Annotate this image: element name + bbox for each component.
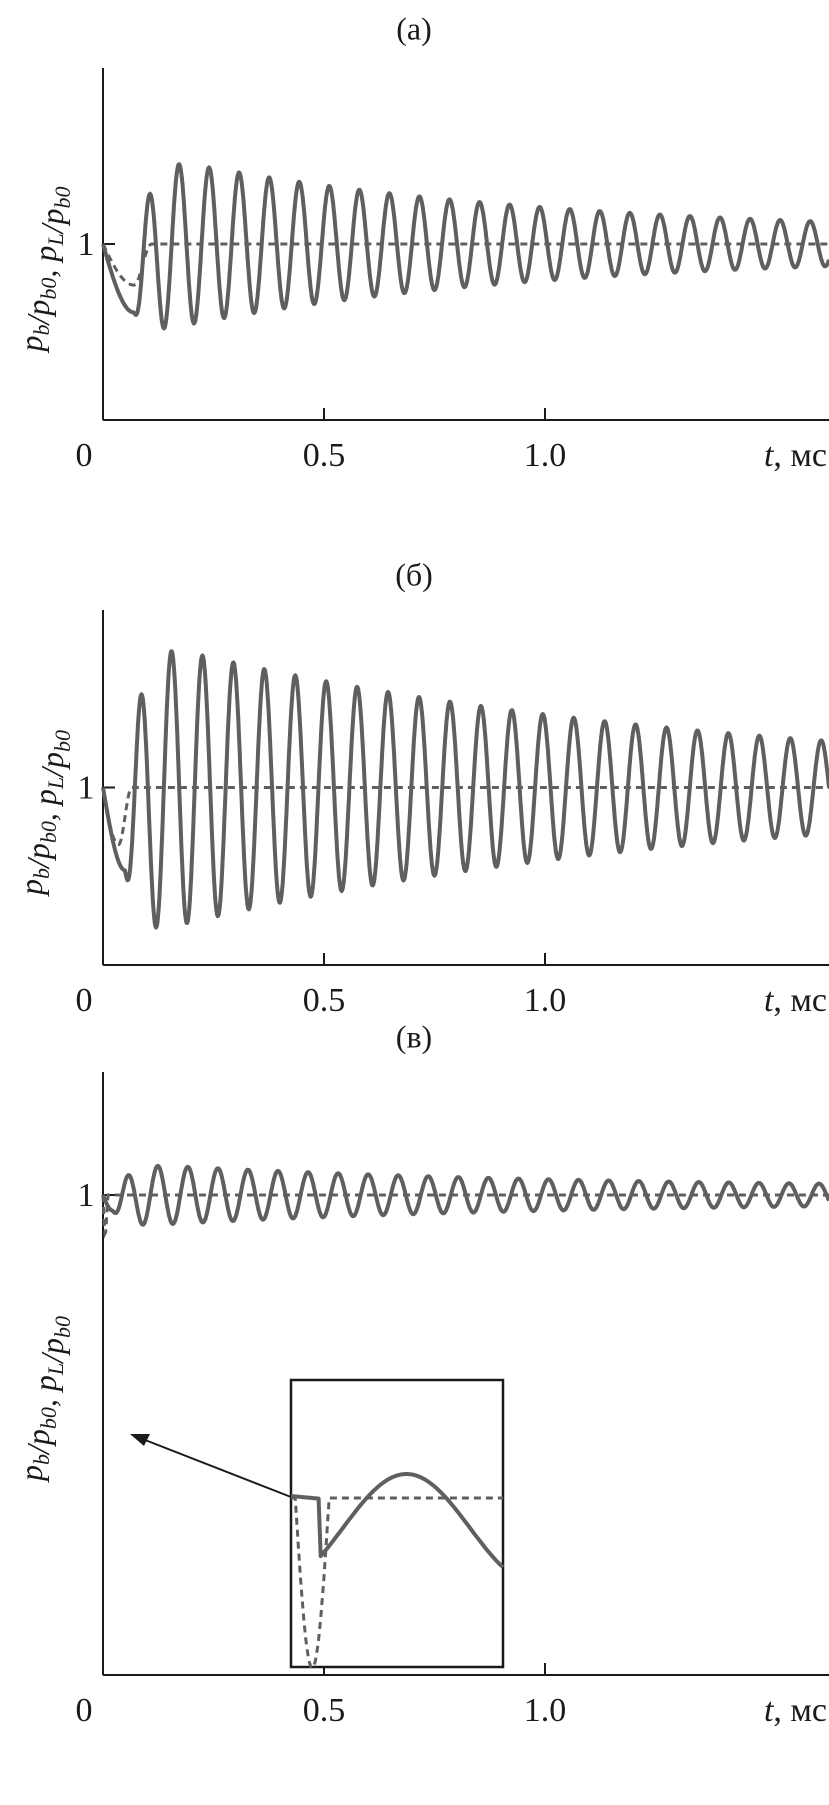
x-tick-label: 0.5 (303, 982, 346, 1019)
panel-label: (б) (395, 556, 433, 592)
inset-arrowhead (130, 1434, 150, 1446)
inset-series-dashed (291, 1496, 503, 1670)
x-tick-label: 0.5 (303, 437, 346, 474)
inset-series-solid (290, 1472, 505, 1569)
inset (130, 1378, 505, 1670)
x-tick-label: 1.0 (524, 1692, 567, 1729)
chart-panel-2: (б) 0 0.5 1.0 t, мс 1pb/pb0, pL/pb0 (13, 556, 829, 1019)
series-line-solid (101, 162, 829, 331)
series-line-solid (101, 649, 829, 930)
y-axis-title: pb/pb0, pL/pb0 (13, 186, 75, 353)
x-tick-label: 0.5 (303, 1692, 346, 1729)
y-axis-title: pb/pb0, pL/pb0 (13, 730, 75, 897)
inset-arrow (139, 1437, 292, 1498)
panel-label: (в) (396, 1018, 432, 1054)
x-tick-label: 0 (76, 1692, 93, 1729)
series-line-dashed (101, 1193, 829, 1239)
inset-frame (289, 1378, 505, 1669)
x-axis-title: t, мс (764, 437, 827, 474)
x-tick-label: 1.0 (524, 437, 567, 474)
y-tick-label: 1 (78, 1177, 95, 1214)
y-tick-label: 1 (78, 770, 95, 807)
x-tick-label: 0 (76, 982, 93, 1019)
x-tick-label: 0 (76, 437, 93, 474)
x-axis-title: t, мс (764, 982, 827, 1019)
x-tick-label: 1.0 (524, 982, 567, 1019)
series-line-dashed (101, 242, 829, 287)
y-axis-title: pb/pb0, pL/pb0 (13, 1316, 75, 1483)
series-line-dashed (101, 786, 829, 847)
chart-panel-1: (а) 0 0.5 1.0 t, мс 1pb/pb0, pL/pb0 (13, 10, 829, 474)
chart-panel-3: (в) 0 0.5 1.0 t, мс 1 pb/pb0, pL/pb0 (13, 1018, 829, 1729)
y-tick-label: 1 (78, 226, 95, 263)
x-axis-title: t, мс (764, 1692, 827, 1729)
panel-label: (а) (396, 10, 432, 46)
